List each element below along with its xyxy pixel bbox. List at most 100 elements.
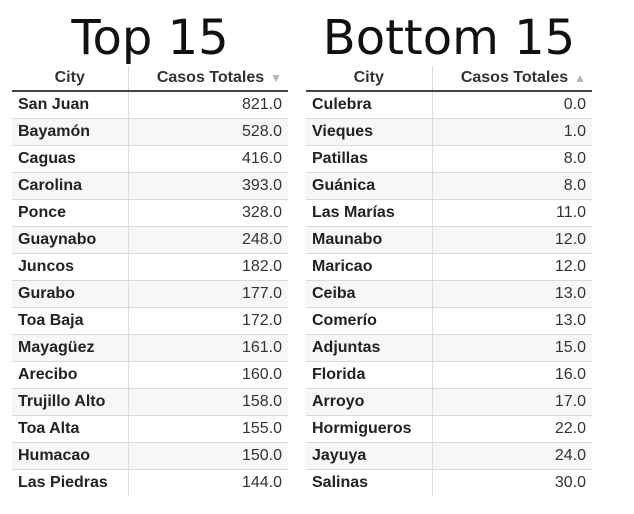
bottom-15-table: City Casos Totales ▲ Culebra 0.0 Vieques 1.0… — [306, 66, 592, 496]
city-cell: Comerío — [306, 307, 433, 335]
city-cell: Arecibo — [12, 361, 129, 389]
city-cell: Las Piedras — [12, 469, 129, 496]
city-cell: Vieques — [306, 118, 433, 146]
table-row: Trujillo Alto 158.0 — [12, 388, 288, 416]
cases-cell: 161.0 — [128, 334, 288, 362]
city-cell: Hormigueros — [306, 415, 433, 443]
city-column-header[interactable]: City — [12, 66, 129, 92]
city-cell: Culebra — [306, 91, 433, 119]
table-row: Las Piedras 144.0 — [12, 469, 288, 496]
top-15-title: Top 15 — [71, 10, 229, 66]
city-column-header[interactable]: City — [306, 66, 433, 92]
table-row: Adjuntas 15.0 — [306, 334, 592, 362]
cases-cell: 17.0 — [432, 388, 592, 416]
cases-cell: 155.0 — [128, 415, 288, 443]
city-cell: Adjuntas — [306, 334, 433, 362]
cases-cell: 12.0 — [432, 253, 592, 281]
cases-cell: 30.0 — [554, 474, 586, 491]
cases-cell: 177.0 — [128, 280, 288, 308]
table-row: Las Marías 11.0 — [306, 199, 592, 227]
bottom-15-panel: Bottom 15 City Casos Totales ▲ Culebra 0.0… — [306, 0, 592, 496]
cases-cell: 158.0 — [128, 388, 288, 416]
cases-cell: 0.0 — [432, 91, 592, 119]
cases-cell: 11.0 — [432, 199, 592, 227]
table-row: Guánica 8.0 — [306, 172, 592, 200]
cases-cell: 150.0 — [128, 442, 288, 470]
table-row: Mayagüez 161.0 — [12, 334, 288, 362]
table-row: Salinas 30.0 — [306, 469, 592, 496]
cases-cell: 182.0 — [128, 253, 288, 281]
table-header-row: City Casos Totales ▼ — [12, 66, 288, 92]
cases-cell: 16.0 — [432, 361, 592, 389]
sort-descending-icon[interactable]: ▼ — [270, 71, 282, 85]
table-row: Juncos 182.0 — [12, 253, 288, 281]
city-cell: Ponce — [12, 199, 129, 227]
table-row: Caguas 416.0 — [12, 145, 288, 173]
city-cell: Florida — [306, 361, 433, 389]
cases-column-header[interactable]: Casos Totales ▼ — [128, 66, 288, 92]
table-row: Toa Baja 172.0 — [12, 307, 288, 335]
cases-cell: 416.0 — [128, 145, 288, 173]
table-row: Guaynabo 248.0 — [12, 226, 288, 254]
cases-column-header[interactable]: Casos Totales ▲ — [432, 66, 592, 92]
cases-cell: 821.0 — [128, 91, 288, 119]
city-cell: Gurabo — [12, 280, 129, 308]
top-15-table: City Casos Totales ▼ San Juan 821.0 Bayamón… — [12, 66, 288, 496]
city-cell: Toa Baja — [12, 307, 129, 335]
cases-cell: 8.0 — [432, 172, 592, 200]
city-cell: Maunabo — [306, 226, 433, 254]
cases-cell: 13.0 — [432, 307, 592, 335]
cases-cell: 248.0 — [128, 226, 288, 254]
cases-cell: 160.0 — [128, 361, 288, 389]
cases-cell: 1.0 — [432, 118, 592, 146]
cases-cell: 172.0 — [128, 307, 288, 335]
top-15-table-body: San Juan 821.0 Bayamón 528.0 Caguas 416.0 Caro… — [12, 91, 288, 496]
table-row: Toa Alta 155.0 — [12, 415, 288, 443]
city-cell: Humacao — [12, 442, 129, 470]
cases-cell: 528.0 — [128, 118, 288, 146]
city-cell: Carolina — [12, 172, 129, 200]
cases-cell: 24.0 — [432, 442, 592, 470]
city-cell: San Juan — [12, 91, 129, 119]
bottom-15-table-body: Culebra 0.0 Vieques 1.0 Patillas 8.0 Guánica 8.… — [306, 91, 592, 496]
cases-cell: 13.0 — [432, 280, 592, 308]
table-row: Jayuya 24.0 — [306, 442, 592, 470]
cases-cell: 15.0 — [432, 334, 592, 362]
table-row: Arecibo 160.0 — [12, 361, 288, 389]
table-row: Hormigueros 22.0 — [306, 415, 592, 443]
city-cell: Mayagüez — [12, 334, 129, 362]
cases-cell: 8.0 — [432, 145, 592, 173]
city-cell: Arroyo — [306, 388, 433, 416]
city-cell: Maricao — [306, 253, 433, 281]
table-row: Maricao 12.0 — [306, 253, 592, 281]
bottom-15-title: Bottom 15 — [322, 10, 576, 66]
city-cell: Toa Alta — [12, 415, 129, 443]
table-row: Ceiba 13.0 — [306, 280, 592, 308]
table-header-row: City Casos Totales ▲ — [306, 66, 592, 92]
top-15-panel: Top 15 City Casos Totales ▼ San Juan 821.0… — [12, 0, 288, 496]
cases-cell: 328.0 — [128, 199, 288, 227]
table-row: Vieques 1.0 — [306, 118, 592, 146]
table-row: Culebra 0.0 — [306, 91, 592, 119]
city-cell: Patillas — [306, 145, 433, 173]
table-row: Maunabo 12.0 — [306, 226, 592, 254]
cases-cell: 144.0 — [241, 474, 282, 491]
table-row: Florida 16.0 — [306, 361, 592, 389]
city-cell: Caguas — [12, 145, 129, 173]
city-cell: Juncos — [12, 253, 129, 281]
table-row: Ponce 328.0 — [12, 199, 288, 227]
city-cell: Bayamón — [12, 118, 129, 146]
table-row: Gurabo 177.0 — [12, 280, 288, 308]
cases-cell: 22.0 — [432, 415, 592, 443]
city-cell: Las Marías — [306, 199, 433, 227]
table-row: Arroyo 17.0 — [306, 388, 592, 416]
sort-ascending-icon[interactable]: ▲ — [574, 71, 586, 85]
city-cell: Ceiba — [306, 280, 433, 308]
city-cell: Trujillo Alto — [12, 388, 129, 416]
cases-cell: 393.0 — [128, 172, 288, 200]
city-cell: Guaynabo — [12, 226, 129, 254]
table-row: Patillas 8.0 — [306, 145, 592, 173]
city-cell: Jayuya — [306, 442, 433, 470]
table-row: Humacao 150.0 — [12, 442, 288, 470]
table-row: Carolina 393.0 — [12, 172, 288, 200]
